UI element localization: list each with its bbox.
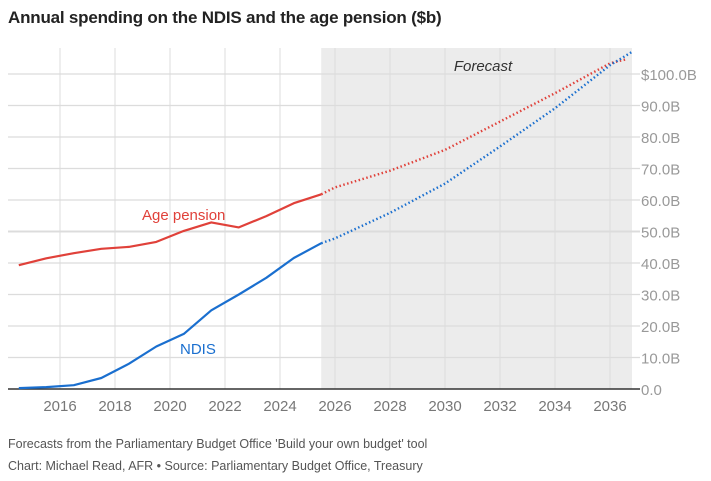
x-tick-label: 2020 — [153, 398, 186, 415]
y-tick-label: 80.0B — [641, 130, 680, 147]
y-tick-label: 70.0B — [641, 162, 680, 179]
x-tick-label: 2018 — [98, 398, 131, 415]
x-tick-label: 2034 — [538, 398, 571, 415]
y-tick-label: 30.0B — [641, 288, 680, 305]
x-tick-label: 2022 — [208, 398, 241, 415]
forecast-label: Forecast — [454, 58, 513, 75]
age_pension-forecast-line — [320, 58, 627, 196]
x-tick-label: 2032 — [483, 398, 516, 415]
x-tick-label: 2024 — [263, 398, 296, 415]
y-tick-label: 10.0B — [641, 351, 680, 368]
x-tick-label: 2028 — [373, 398, 406, 415]
x-tick-label: 2036 — [593, 398, 626, 415]
y-tick-label: 0.0 — [641, 382, 662, 399]
x-tick-label: 2016 — [43, 398, 76, 415]
ndis-forecast-line — [320, 50, 633, 245]
y-tick-label: 20.0B — [641, 319, 680, 336]
ndis-actual-line — [18, 242, 322, 390]
footnote: Forecasts from the Parliamentary Budget … — [8, 437, 428, 451]
age_pension-actual-line — [18, 193, 322, 267]
credit: Chart: Michael Read, AFR • Source: Parli… — [8, 459, 423, 473]
y-tick-label: $100.0B — [641, 67, 697, 84]
x-tick-label: 2030 — [428, 398, 461, 415]
y-tick-label: 90.0B — [641, 99, 680, 116]
line-chart: Forecast 2016 2018 2020 2022 2024 2026 2028 2030… — [8, 48, 697, 415]
y-tick-label: 60.0B — [641, 193, 680, 210]
y-tick-label: 50.0B — [641, 225, 680, 242]
x-tick-label: 2026 — [318, 398, 351, 415]
age-pension-label: Age pension — [142, 207, 225, 224]
y-tick-label: 40.0B — [641, 256, 680, 273]
ndis-label: NDIS — [180, 341, 216, 358]
chart-title: Annual spending on the NDIS and the age … — [8, 8, 442, 27]
forecast-region — [321, 48, 632, 389]
